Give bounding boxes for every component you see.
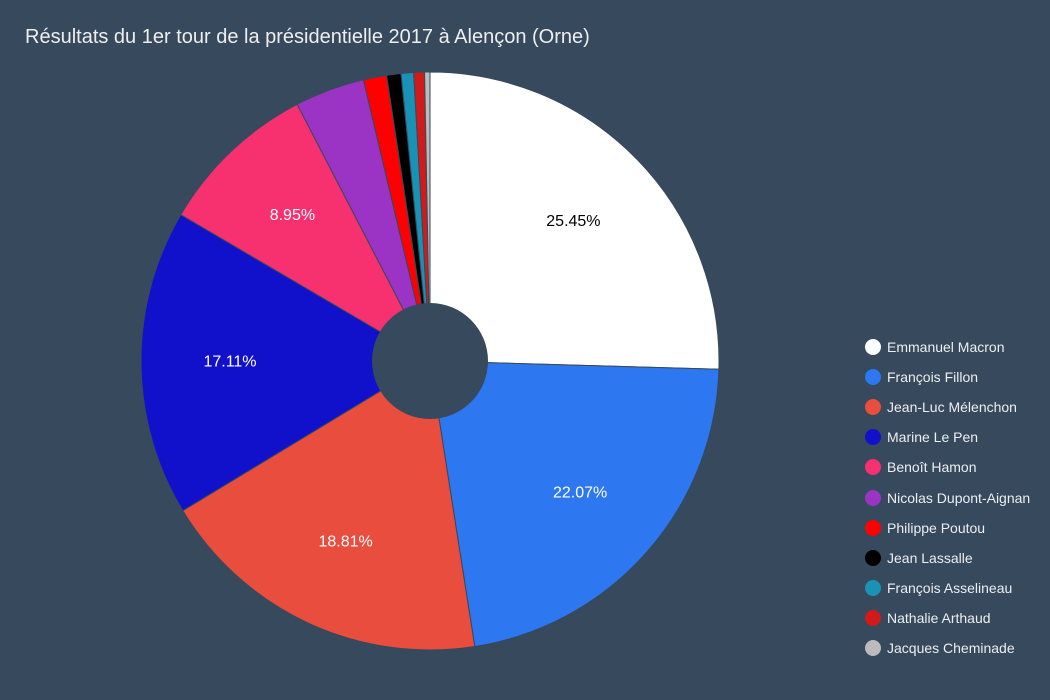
legend-swatch (865, 429, 881, 446)
legend-swatch (865, 519, 881, 536)
pie-slice-1[interactable] (429, 360, 720, 648)
legend-item[interactable]: Jean-Luc Mélenchon (865, 392, 1050, 422)
legend-label: Emmanuel Macron (887, 339, 1005, 356)
slice-label-3: 17.11% (203, 354, 256, 371)
legend-label: Philippe Poutou (887, 519, 986, 536)
legend-item[interactable]: Nicolas Dupont-Aignan (865, 482, 1050, 512)
legend-item[interactable]: Philippe Poutou (865, 513, 1050, 543)
legend-swatch (865, 579, 881, 596)
legend-swatch (865, 549, 881, 566)
slice-label-1: 22.07% (553, 484, 607, 501)
legend-item[interactable]: Nathalie Arthaud (865, 603, 1050, 633)
slice-label-0: 25.45% (546, 213, 600, 230)
legend-swatch (865, 339, 881, 356)
legend-swatch (865, 459, 881, 476)
legend-label: François Fillon (887, 369, 979, 386)
legend-item[interactable]: Emmanuel Macron (865, 332, 1050, 362)
pie-slices (140, 71, 720, 651)
legend-label: Jacques Cheminade (887, 639, 1015, 656)
legend-item[interactable]: François Asselineau (865, 573, 1050, 603)
legend-label: Nathalie Arthaud (887, 609, 991, 626)
pie-slice-4[interactable] (180, 103, 432, 363)
legend-label: Benoît Hamon (887, 459, 977, 476)
pie-slice-labels: 25.45% 22.07% 18.81% 17.11% 8.95% (203, 207, 607, 550)
legend-item[interactable]: Benoît Hamon (865, 452, 1050, 482)
pie-slice-0[interactable] (429, 71, 720, 370)
chart-title: Résultats du 1er tour de la présidentiel… (25, 26, 590, 48)
legend-swatch (865, 609, 881, 626)
legend-label: Marine Le Pen (887, 429, 979, 446)
slice-label-2: 18.81% (318, 534, 372, 551)
legend-label: François Asselineau (887, 579, 1013, 596)
legend-item[interactable]: Jacques Cheminade (865, 633, 1050, 663)
pie-slice-10[interactable] (424, 71, 431, 362)
legend-label: Jean-Luc Mélenchon (887, 399, 1017, 416)
legend-label: Nicolas Dupont-Aignan (887, 489, 1031, 506)
pie-slice-2[interactable] (182, 360, 476, 651)
legend-label: Jean Lassalle (887, 549, 973, 566)
pie-hole (372, 303, 488, 419)
legend-swatch (865, 399, 881, 416)
pie-slice-3[interactable] (140, 214, 431, 512)
legend-item[interactable]: Jean Lassalle (865, 543, 1050, 573)
legend-swatch (865, 639, 881, 656)
slice-label-4: 8.95% (270, 207, 315, 224)
legend-swatch (865, 369, 881, 386)
legend-swatch (865, 489, 881, 506)
legend: Emmanuel Macron François Fillon Jean-Luc M… (865, 332, 1050, 663)
legend-item[interactable]: Marine Le Pen (865, 422, 1050, 452)
legend-item[interactable]: François Fillon (865, 362, 1050, 392)
